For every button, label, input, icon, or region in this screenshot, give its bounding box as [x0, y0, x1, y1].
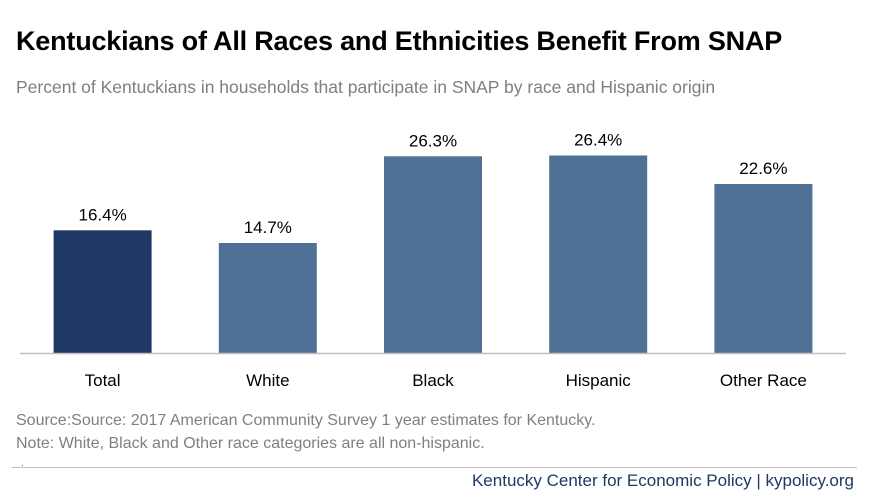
bar-white	[218, 243, 317, 353]
category-label: Hispanic	[566, 371, 632, 390]
category-label: Total	[85, 371, 121, 390]
footer-divider	[12, 467, 857, 468]
footer-credit: Kentucky Center for Economic Policy | ky…	[471, 471, 854, 490]
category-label: Other Race	[720, 371, 807, 390]
footer-mark: .	[21, 458, 24, 469]
data-label: 26.3%	[409, 131, 457, 150]
bar-other-race	[714, 184, 813, 353]
chart-subtitle: Percent of Kentuckians in households tha…	[16, 77, 716, 97]
source-note: Source:Source: 2017 American Community S…	[16, 412, 596, 429]
category-label: White	[246, 371, 289, 390]
chart-notes: Source:Source: 2017 American Community S…	[16, 409, 596, 455]
data-label: 26.4%	[574, 131, 622, 150]
data-label: 22.6%	[739, 159, 787, 178]
bar-hispanic	[549, 155, 648, 353]
chart-title: Kentuckians of All Races and Ethnicities…	[16, 26, 783, 56]
bar-total	[53, 230, 152, 353]
bar-black	[384, 156, 482, 353]
data-label: 14.7%	[244, 218, 292, 237]
category-label: Black	[412, 371, 454, 390]
data-label: 16.4%	[78, 205, 126, 224]
category-note: Note: White, Black and Other race catego…	[16, 435, 485, 452]
